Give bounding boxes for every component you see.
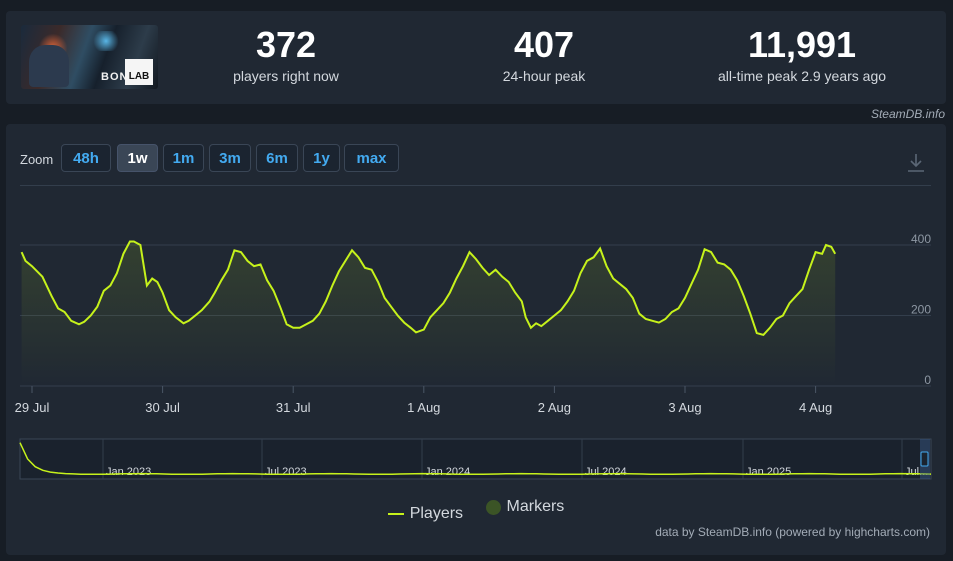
stat-label: players right now <box>233 68 339 84</box>
legend-markers[interactable]: Markers <box>485 498 565 516</box>
legend-label: Markers <box>506 498 565 515</box>
zoom-3m-button[interactable]: 3m <box>209 144 251 172</box>
stat-value: 407 <box>513 24 575 65</box>
stat-all-time-peak: 11,991 all-time peak 2.9 years ago <box>686 24 918 85</box>
legend-players[interactable]: Players <box>387 504 464 523</box>
zoom-1w-button[interactable]: 1w <box>117 144 158 172</box>
y-tick-label: 0 <box>924 373 931 387</box>
x-tick-label: 30 Jul <box>145 400 180 415</box>
stat-label: all-time peak 2.9 years ago <box>717 68 887 84</box>
thumbnail-logo-box: LAB <box>125 59 153 85</box>
x-tick-label: 31 Jul <box>276 400 311 415</box>
navigator-label: Jan 2025 <box>746 466 791 478</box>
stat-label: 24-hour peak <box>502 68 586 84</box>
thumbnail-figure <box>29 45 69 87</box>
y-tick-label: 200 <box>911 303 931 317</box>
stat-value: 11,991 <box>747 24 857 65</box>
stat-24h-peak: 407 24-hour peak <box>454 24 634 85</box>
thumbnail-light <box>91 31 121 51</box>
navigator-label: Jan 2023 <box>106 466 151 478</box>
navigator-handle[interactable] <box>920 451 929 467</box>
navigator-background <box>19 438 932 480</box>
player-count-chart[interactable]: 29 Jul 30 Jul 31 Jul 1 Aug 2 Aug 3 Aug 4 Aug 0… <box>6 124 946 494</box>
zoom-1m-button[interactable]: 1m <box>163 144 204 172</box>
x-tick-label: 2 Aug <box>538 400 571 415</box>
navigator[interactable]: Jan 2023 Jul 2023 Jan 2024 Jul 2024 Jan 2025… <box>19 438 932 480</box>
navigator-label: Jan 2024 <box>425 466 470 478</box>
navigator-label: Jul 2023 <box>265 466 307 478</box>
players-area <box>21 241 836 386</box>
chart-credit[interactable]: data by SteamDB.info (powered by highcha… <box>655 525 930 539</box>
download-icon[interactable] <box>906 152 926 174</box>
zoom-48h-button[interactable]: 48h <box>61 144 111 172</box>
game-thumbnail[interactable]: BONE LAB <box>21 25 158 89</box>
stat-value: 372 <box>255 24 317 65</box>
players-line[interactable] <box>20 240 837 337</box>
navigator-label: Jul 2024 <box>585 466 627 478</box>
navigator-line <box>19 442 932 476</box>
legend-label: Players <box>409 504 464 522</box>
steamdb-credit[interactable]: SteamDB.info <box>870 107 945 121</box>
x-tick-label: 4 Aug <box>799 400 832 415</box>
zoom-1y-button[interactable]: 1y <box>303 144 340 172</box>
chart-panel: Zoom 48h 1w 1m 3m 6m 1y max 29 Jul 30 Jul… <box>6 124 946 555</box>
stat-current-players: 372 players right now <box>196 24 376 85</box>
navigator-label: Jul... <box>905 466 928 478</box>
zoom-label: Zoom <box>20 152 54 167</box>
x-tick-label: 29 Jul <box>15 400 50 415</box>
zoom-max-button[interactable]: max <box>344 144 399 172</box>
x-tick-label: 3 Aug <box>668 400 701 415</box>
zoom-6m-button[interactable]: 6m <box>256 144 298 172</box>
stats-panel: BONE LAB 372 players right now 407 24-ho… <box>6 11 946 104</box>
chart-legend: Players Markers <box>6 498 946 523</box>
legend-line-icon <box>387 512 404 515</box>
x-tick-label: 1 Aug <box>407 400 440 415</box>
toolbar-divider <box>20 185 931 186</box>
y-tick-label: 400 <box>911 232 931 246</box>
legend-dot-icon <box>485 499 501 515</box>
